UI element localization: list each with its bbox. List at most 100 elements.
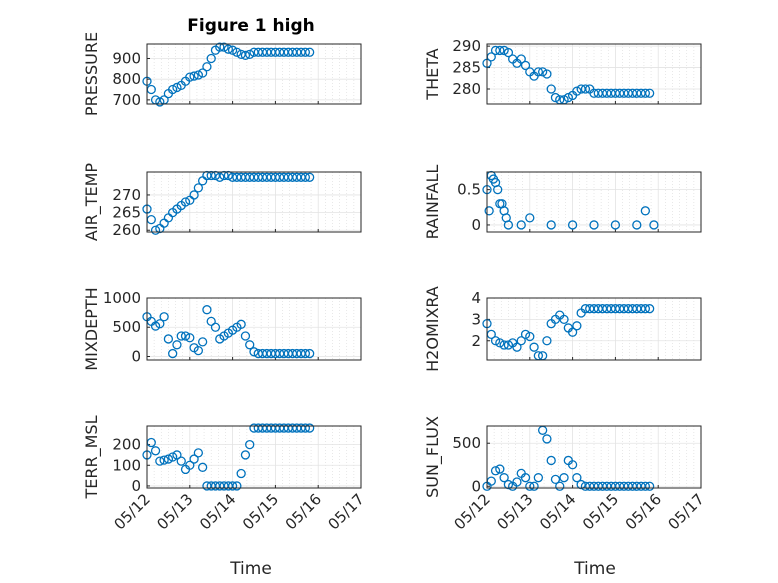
data-point: [206, 53, 216, 64]
y-tick-label: 280: [452, 80, 481, 98]
series-markers: [482, 304, 655, 361]
data-point: [546, 455, 556, 466]
data-point: [180, 331, 191, 341]
data-point: [197, 68, 208, 78]
data-point: [155, 319, 165, 329]
axes-box: [146, 297, 362, 361]
y-tick-label: 500: [112, 318, 141, 336]
y-axis-label: PRESSURE: [82, 32, 101, 116]
data-point: [644, 88, 655, 98]
data-point: [172, 340, 182, 350]
data-point: [193, 345, 204, 356]
subplot-6: 2 3 4 H2OMIXRA: [423, 286, 702, 372]
y-axis-label: TERR_MSL: [82, 415, 102, 499]
data-point: [525, 213, 535, 223]
x-axis-label-left: Time: [229, 559, 272, 579]
y-tick-label: 260: [112, 221, 141, 239]
data-point: [159, 455, 169, 465]
data-point: [163, 334, 174, 344]
data-point: [649, 220, 659, 230]
data-point: [484, 206, 494, 216]
data-point: [168, 84, 178, 95]
data-point: [567, 220, 578, 230]
data-point: [185, 333, 195, 343]
data-point: [304, 172, 315, 182]
data-point: [304, 348, 315, 359]
data-point: [644, 481, 655, 491]
data-point: [206, 316, 216, 327]
series-markers: [142, 423, 315, 491]
data-point: [529, 481, 539, 491]
y-axis-label: RAINFALL: [423, 165, 442, 240]
y-tick-label: 265: [112, 204, 141, 222]
axes-box: [486, 425, 702, 489]
data-point: [300, 47, 311, 57]
data-point: [550, 92, 561, 103]
data-point: [503, 479, 514, 490]
series-markers: [482, 45, 655, 105]
data-point: [640, 481, 651, 491]
axes-box: [486, 171, 702, 233]
y-tick-label: 200: [112, 436, 141, 454]
data-point: [189, 190, 199, 200]
axes-box: [486, 43, 702, 105]
data-point: [520, 60, 531, 71]
data-point: [520, 329, 531, 339]
data-point: [185, 460, 195, 470]
y-tick-label: 0: [131, 347, 141, 365]
data-point: [189, 71, 199, 81]
data-point: [640, 88, 651, 98]
data-point: [499, 45, 509, 56]
y-tick-label: 800: [112, 70, 141, 88]
x-tick-label: 05/15: [239, 490, 282, 533]
data-point: [300, 423, 311, 433]
x-tick-label: 05/14: [196, 490, 239, 533]
data-point: [493, 184, 503, 195]
data-point: [215, 42, 225, 52]
data-point: [640, 304, 651, 314]
y-axis-label: H2OMIXRA: [423, 286, 442, 372]
data-point: [529, 342, 539, 352]
data-point: [168, 348, 178, 359]
data-point: [245, 340, 255, 350]
data-point: [210, 322, 221, 332]
data-point: [240, 331, 251, 341]
y-tick-label: 0: [471, 477, 481, 495]
data-point: [495, 45, 505, 56]
axes-box: [146, 425, 362, 489]
data-point: [189, 454, 199, 464]
data-point: [193, 448, 204, 458]
data-point: [197, 462, 208, 472]
data-point: [567, 327, 578, 337]
y-tick-label: 4: [471, 289, 481, 307]
y-tick-label: 100: [112, 456, 141, 474]
subplot-2: 280 285 290 THETA: [423, 37, 702, 105]
y-tick-label: 500: [452, 434, 481, 452]
data-point: [304, 423, 315, 433]
x-tick-label: 05/15: [579, 490, 622, 533]
data-point: [193, 183, 204, 193]
y-tick-label: 0: [131, 477, 141, 495]
data-point: [176, 456, 186, 466]
data-point: [572, 86, 582, 96]
data-point: [640, 206, 651, 216]
y-tick-label: 0.5: [457, 181, 481, 199]
data-point: [300, 348, 311, 359]
data-point: [219, 42, 229, 52]
x-tick-label: 05/12: [451, 490, 494, 533]
data-point: [240, 450, 251, 460]
x-tick-label: 05/13: [493, 490, 536, 533]
subplot-4: 0 0.5 RAINFALL: [423, 165, 702, 240]
data-point: [236, 319, 246, 329]
data-point: [559, 314, 569, 325]
axes-box: [146, 43, 362, 105]
subplot-1: 700 800 900 PRESSURE: [82, 32, 362, 116]
data-point: [516, 220, 526, 230]
data-point: [202, 62, 212, 72]
data-point: [215, 172, 225, 182]
data-point: [572, 473, 582, 483]
x-tick-label: 05/17: [325, 490, 368, 533]
x-tick-label: 05/13: [153, 490, 196, 533]
data-point: [632, 220, 642, 230]
